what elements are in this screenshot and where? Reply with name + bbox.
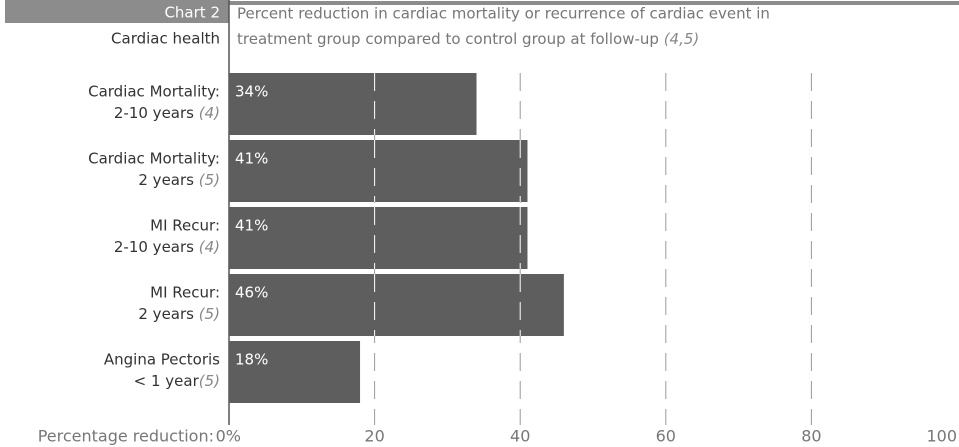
x-tick-label: 20 [364,427,384,446]
x-axis-label: Percentage reduction: [38,427,214,446]
chart-label-box [5,0,229,23]
category-label: 2 years [138,305,194,323]
bar [229,207,528,269]
chart-title: treatment group compared to control grou… [237,30,699,48]
category-label: 2-10 years [114,238,194,256]
header-rule [229,1,959,5]
x-tick-label: 80 [801,427,821,446]
category-ref: (5) [199,171,220,189]
value-label: 41% [235,150,268,168]
x-tick-label: 60 [656,427,676,446]
chart-label: Chart 2 [164,4,220,22]
bar [229,140,528,202]
value-label: 18% [235,351,268,369]
value-label: 41% [235,217,268,235]
x-tick-label: 100 [926,427,957,446]
bar [229,341,361,403]
category-ref: (4) [199,104,220,122]
category-label: Cardiac Mortality: [88,83,220,101]
value-label: 34% [235,83,268,101]
category-label: 2 years (5) [138,171,220,189]
chart-title: Percent reduction in cardiac mortality o… [237,5,770,23]
category-ref: (5) [199,305,220,323]
category-label: 2 years [138,171,194,189]
category-label: MI Recur: [150,284,220,302]
category-label: 2 years (5) [138,305,220,323]
x-tick-label: 40 [510,427,530,446]
section-label: Cardiac health [111,30,220,48]
category-label: 2-10 years [114,104,194,122]
value-label: 46% [235,284,268,302]
bar [229,73,477,135]
category-ref: (4) [199,238,220,256]
category-label: 2-10 years (4) [114,238,220,256]
category-label: 2-10 years (4) [114,104,220,122]
category-label: Cardiac Mortality: [88,150,220,168]
category-label: MI Recur: [150,217,220,235]
category-label: < 1 year [134,372,200,390]
bar [229,274,564,336]
title-ref: (4,5) [664,30,700,48]
x-tick-label: 0% [216,427,241,446]
category-ref: (5) [199,372,220,390]
category-label: < 1 year(5) [134,372,220,390]
category-label: Angina Pectoris [104,351,220,369]
chart-title: treatment group compared to control grou… [237,30,659,48]
